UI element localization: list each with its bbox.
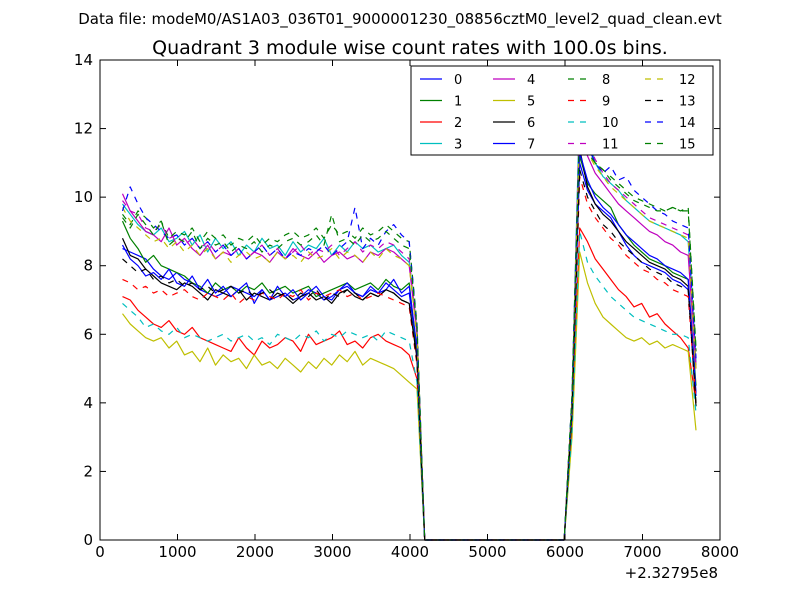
legend-label-module-4: 4 [527,73,535,88]
series-line-module-2 [122,227,697,541]
series-line-module-8 [122,121,697,541]
y-tick-label: 4 [83,394,93,412]
series-line-module-5 [122,251,697,541]
series-line-module-3 [122,100,697,541]
legend-label-module-2: 2 [454,116,462,131]
y-tick-label: 14 [74,51,93,69]
x-tick-label: 5000 [468,543,506,561]
legend-box [410,65,714,156]
x-axis: 0 1000 2000 3000 4000 5000 6000 7000 8000 [95,60,739,561]
legend-label-module-3: 3 [454,138,462,153]
series-line-module-13 [122,169,697,541]
x-tick-label: 0 [95,543,105,561]
data-file-suptitle: Data file: modeM0/AS1A03_036T01_90000012… [78,10,722,29]
x-tick-label: 7000 [623,543,661,561]
chart-title: Quadrant 3 module wise count rates with … [152,37,668,59]
series-line-module-11 [122,110,697,541]
y-tick-label: 2 [83,462,93,480]
x-tick-label: 1000 [158,543,196,561]
legend-label-module-5: 5 [527,95,535,110]
x-tick-label: 8000 [701,543,739,561]
legend-label-module-6: 6 [527,116,535,131]
series-layer [121,100,697,541]
series-line-module-15 [122,124,697,541]
legend-label-module-15: 15 [679,138,696,153]
y-tick-label: 0 [83,531,93,549]
series-line-module-12 [121,128,697,541]
legend-label-module-10: 10 [602,116,619,131]
legend-label-module-1: 1 [454,95,462,110]
legend-label-module-11: 11 [602,138,619,153]
legend-label-module-0: 0 [454,73,462,88]
legend-label-module-8: 8 [602,73,610,88]
series-line-module-9 [122,176,697,541]
y-tick-label: 10 [74,188,93,206]
legend-label-module-14: 14 [679,116,696,131]
y-tick-label: 6 [83,325,93,343]
legend-label-module-13: 13 [679,95,696,110]
x-tick-label: 2000 [236,543,274,561]
y-tick-label: 12 [74,120,93,138]
legend-label-module-9: 9 [602,95,610,110]
series-line-module-7 [121,152,697,541]
legend-label-module-7: 7 [527,138,535,153]
series-line-module-4 [121,131,697,541]
x-tick-label: 3000 [313,543,351,561]
series-line-module-6 [121,148,697,541]
y-tick-label: 8 [83,257,93,275]
series-line-module-10 [122,230,697,541]
x-tick-label: 6000 [546,543,584,561]
legend-label-module-12: 12 [679,73,696,88]
series-line-module-14 [121,117,697,541]
x-tick-label: 4000 [391,543,429,561]
x-axis-offset-label: +2.32795e8 [625,564,718,582]
series-line-module-0 [122,162,697,541]
